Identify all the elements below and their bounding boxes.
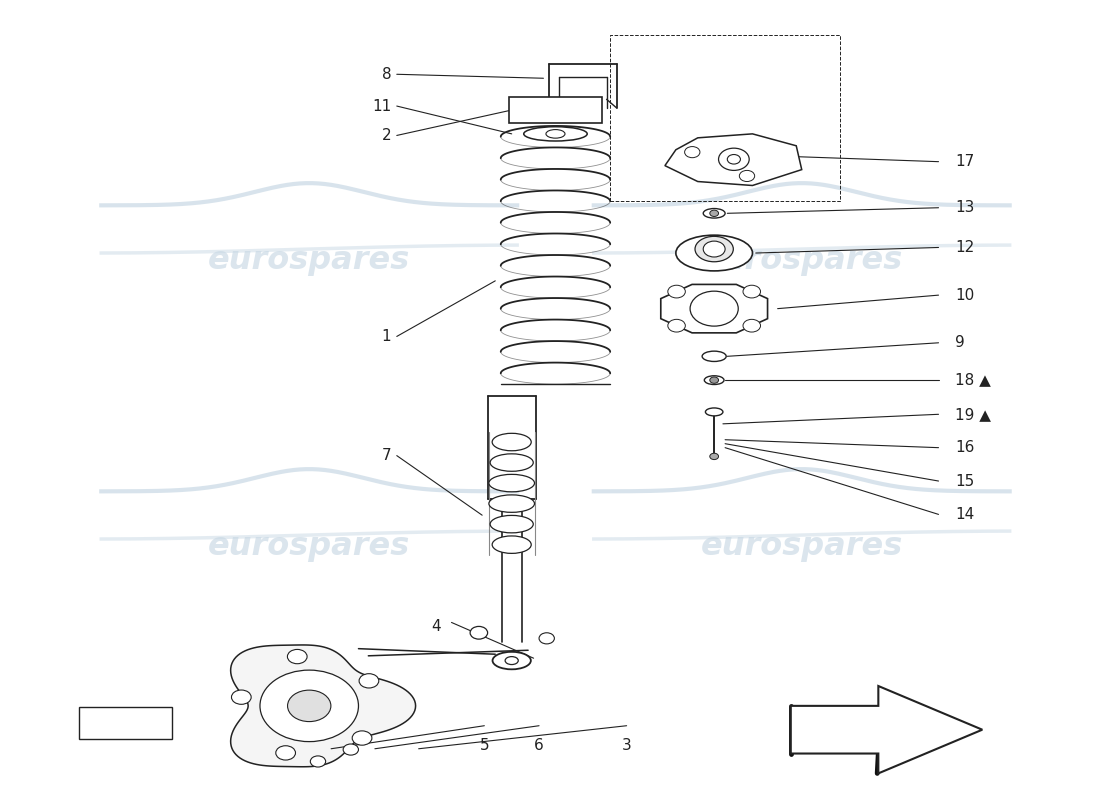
Circle shape — [690, 291, 738, 326]
Text: eurospares: eurospares — [208, 246, 410, 277]
Circle shape — [260, 670, 359, 742]
Circle shape — [742, 286, 760, 298]
Circle shape — [352, 731, 372, 745]
Text: 4: 4 — [431, 619, 441, 634]
Text: 19 ▲: 19 ▲ — [955, 406, 991, 422]
Ellipse shape — [492, 536, 531, 554]
Ellipse shape — [488, 495, 535, 512]
Ellipse shape — [695, 236, 734, 262]
Text: eurospares: eurospares — [701, 531, 903, 562]
Text: 8: 8 — [382, 66, 392, 82]
Circle shape — [739, 170, 755, 182]
Circle shape — [359, 674, 378, 688]
Ellipse shape — [718, 148, 749, 170]
Ellipse shape — [546, 130, 565, 138]
Text: 12: 12 — [955, 240, 975, 255]
Bar — [79, 707, 173, 739]
Circle shape — [668, 319, 685, 332]
Text: 7: 7 — [382, 448, 392, 463]
Circle shape — [276, 746, 296, 760]
Circle shape — [684, 146, 700, 158]
Text: 13: 13 — [955, 200, 975, 215]
Text: 10: 10 — [955, 288, 975, 302]
Text: 11: 11 — [372, 98, 392, 114]
Text: 18 ▲: 18 ▲ — [955, 373, 991, 388]
Circle shape — [710, 377, 718, 383]
Circle shape — [710, 210, 718, 217]
Ellipse shape — [524, 126, 587, 141]
Text: 16: 16 — [955, 440, 975, 455]
Text: 1: 1 — [382, 329, 392, 344]
Ellipse shape — [491, 454, 534, 471]
Ellipse shape — [727, 154, 740, 164]
Circle shape — [470, 626, 487, 639]
Ellipse shape — [702, 351, 726, 362]
Circle shape — [287, 690, 331, 722]
Circle shape — [287, 650, 307, 664]
Ellipse shape — [488, 474, 535, 492]
Ellipse shape — [491, 515, 534, 533]
Polygon shape — [231, 645, 416, 766]
Polygon shape — [661, 285, 768, 333]
Ellipse shape — [704, 376, 724, 385]
Text: ▲ = 1: ▲ = 1 — [106, 716, 146, 730]
Text: 17: 17 — [955, 154, 975, 169]
Text: eurospares: eurospares — [701, 246, 903, 277]
Circle shape — [710, 454, 718, 459]
Text: 14: 14 — [955, 507, 975, 522]
Text: 15: 15 — [955, 474, 975, 489]
Ellipse shape — [492, 434, 531, 450]
Circle shape — [343, 744, 359, 755]
Text: 6: 6 — [535, 738, 543, 753]
Polygon shape — [791, 686, 982, 774]
Ellipse shape — [675, 235, 752, 271]
Ellipse shape — [493, 652, 531, 670]
Circle shape — [668, 286, 685, 298]
Bar — [509, 98, 602, 122]
Circle shape — [703, 241, 725, 257]
Circle shape — [742, 319, 760, 332]
Circle shape — [539, 633, 554, 644]
Circle shape — [310, 756, 326, 767]
Text: 2: 2 — [382, 128, 392, 143]
Text: 3: 3 — [621, 738, 631, 753]
Ellipse shape — [703, 209, 725, 218]
Polygon shape — [664, 134, 802, 186]
Ellipse shape — [505, 657, 518, 665]
Ellipse shape — [705, 408, 723, 416]
Text: 9: 9 — [955, 335, 965, 350]
Circle shape — [231, 690, 251, 704]
Text: 5: 5 — [480, 738, 490, 753]
Text: eurospares: eurospares — [208, 531, 410, 562]
